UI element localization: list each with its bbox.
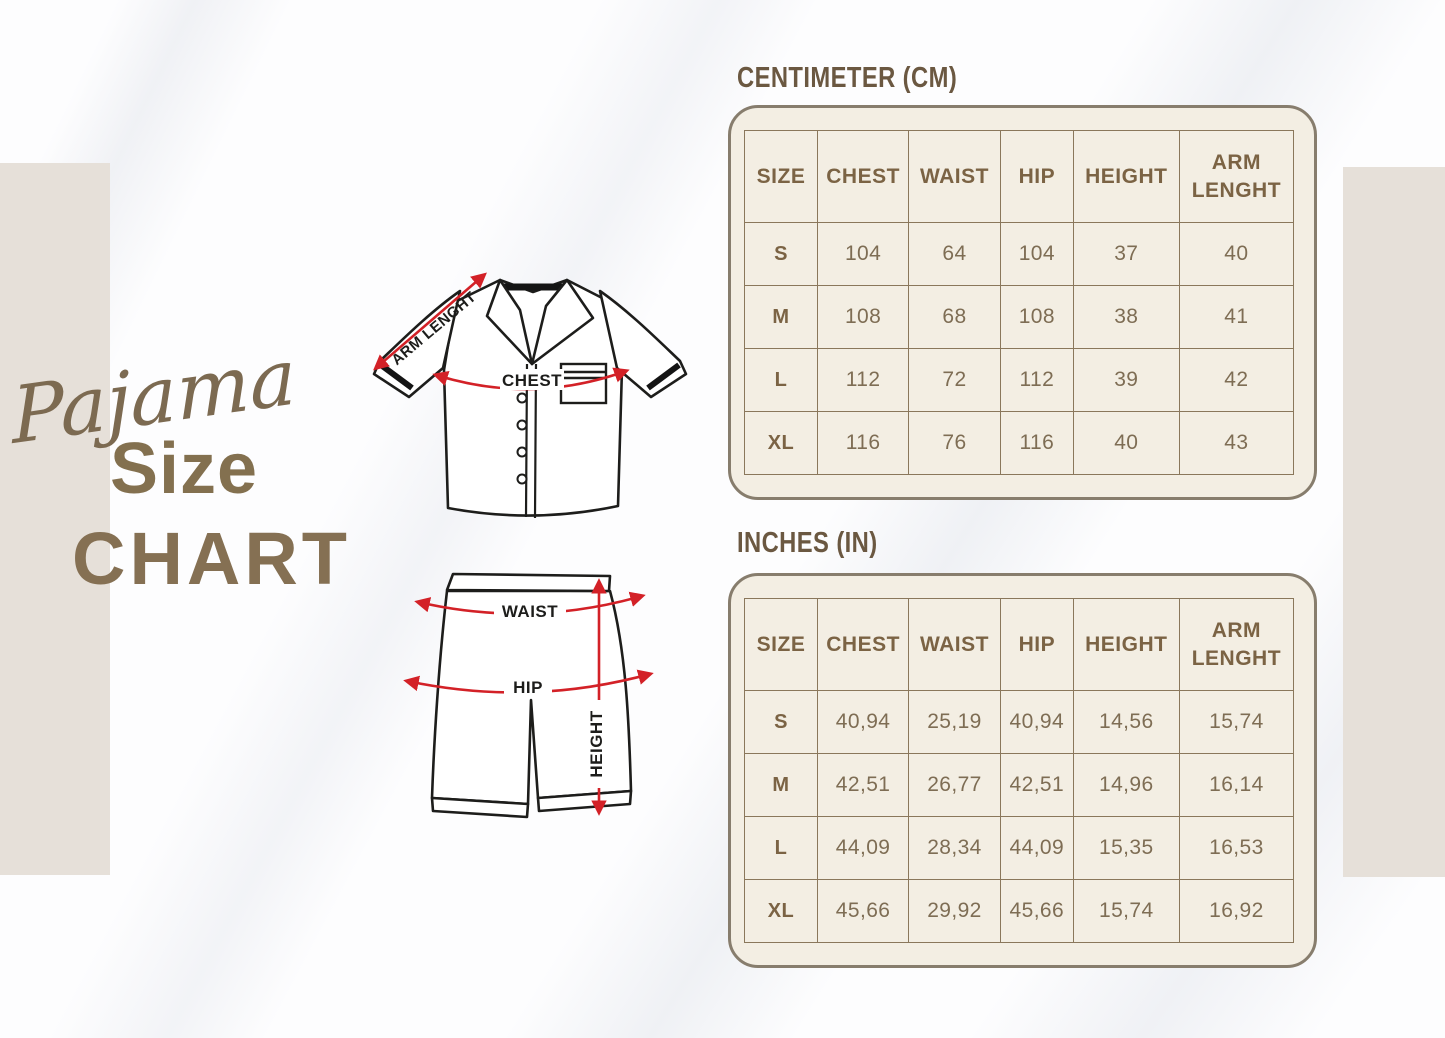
value-cell: 68 <box>908 285 1001 349</box>
value-cell: 104 <box>999 222 1074 286</box>
value-cell: 16,92 <box>1178 879 1295 943</box>
value-cell: 16,53 <box>1178 816 1295 880</box>
value-cell: 14,96 <box>1072 753 1180 817</box>
value-cell: 29,92 <box>908 879 1001 943</box>
value-cell: 76 <box>908 411 1001 475</box>
collar-lapels <box>485 278 595 366</box>
size-label-cell: M <box>743 753 819 817</box>
value-cell: 42,51 <box>817 753 910 817</box>
value-cell: 112 <box>817 348 910 412</box>
size-label-cell: S <box>743 690 819 754</box>
value-cell: 25,19 <box>908 690 1001 754</box>
value-cell: 37 <box>1072 222 1180 286</box>
value-cell: 42 <box>1178 348 1295 412</box>
value-cell: 39 <box>1072 348 1180 412</box>
col-header-waist: WAIST <box>908 598 1001 691</box>
waist-label: WAIST <box>502 602 558 621</box>
value-cell: 72 <box>908 348 1001 412</box>
col-header-size: SIZE <box>743 130 819 223</box>
value-cell: 108 <box>817 285 910 349</box>
cm-size-table-card: SIZE CHEST WAIST HIP HEIGHT ARM LENGHT S… <box>728 105 1317 500</box>
cm-size-table: SIZE CHEST WAIST HIP HEIGHT ARM LENGHT S… <box>743 130 1295 475</box>
col-header-arm-length: ARM LENGHT <box>1178 130 1295 223</box>
size-label-cell: XL <box>743 879 819 943</box>
in-row-m: M 42,51 26,77 42,51 14,96 16,14 <box>743 753 1295 817</box>
cm-row-s: S 104 64 104 37 40 <box>743 222 1295 286</box>
value-cell: 26,77 <box>908 753 1001 817</box>
col-header-arm-length: ARM LENGHT <box>1178 598 1295 691</box>
value-cell: 14,56 <box>1072 690 1180 754</box>
value-cell: 40,94 <box>817 690 910 754</box>
size-label-cell: L <box>743 348 819 412</box>
in-row-l: L 44,09 28,34 44,09 15,35 16,53 <box>743 816 1295 880</box>
title-size: Size <box>110 429 259 509</box>
size-label-cell: XL <box>743 411 819 475</box>
value-cell: 108 <box>999 285 1074 349</box>
size-label-cell: S <box>743 222 819 286</box>
col-header-chest: CHEST <box>817 130 910 223</box>
value-cell: 28,34 <box>908 816 1001 880</box>
value-cell: 45,66 <box>817 879 910 943</box>
waistband <box>445 572 612 593</box>
value-cell: 112 <box>999 348 1074 412</box>
value-cell: 43 <box>1178 411 1295 475</box>
value-cell: 44,09 <box>999 816 1074 880</box>
value-cell: 116 <box>817 411 910 475</box>
col-header-hip: HIP <box>999 598 1074 691</box>
col-header-waist: WAIST <box>908 130 1001 223</box>
value-cell: 116 <box>999 411 1074 475</box>
col-header-chest: CHEST <box>817 598 910 691</box>
size-label-cell: M <box>743 285 819 349</box>
cm-header-row: SIZE CHEST WAIST HIP HEIGHT ARM LENGHT <box>743 130 1295 223</box>
chest-label-backing <box>500 369 564 390</box>
cm-row-l: L 112 72 112 39 42 <box>743 348 1295 412</box>
value-cell: 40,94 <box>999 690 1074 754</box>
value-cell: 15,35 <box>1072 816 1180 880</box>
cm-row-m: M 108 68 108 38 41 <box>743 285 1295 349</box>
arm-length-arrow <box>373 272 487 371</box>
shirt-outline <box>372 278 688 517</box>
in-row-xl: XL 45,66 29,92 45,66 15,74 16,92 <box>743 879 1295 943</box>
title-chart: CHART <box>72 517 351 600</box>
waist-label-backing <box>494 600 566 622</box>
col-header-hip: HIP <box>999 130 1074 223</box>
in-row-s: S 40,94 25,19 40,94 14,56 15,74 <box>743 690 1295 754</box>
right-cuff-stripe <box>646 362 681 391</box>
value-cell: 44,09 <box>817 816 910 880</box>
value-cell: 40 <box>1072 411 1180 475</box>
hip-label: HIP <box>513 678 543 697</box>
height-label: HEIGHT <box>587 710 606 777</box>
value-cell: 45,66 <box>999 879 1074 943</box>
height-label-backing <box>585 700 608 788</box>
col-header-height: HEIGHT <box>1072 598 1180 691</box>
shorts-diagram: WAIST HIP HEIGHT <box>403 572 654 819</box>
cm-row-xl: XL 116 76 116 40 43 <box>743 411 1295 475</box>
value-cell: 64 <box>908 222 1001 286</box>
cm-section-title: CENTIMETER (CM) <box>737 62 958 94</box>
shirt-diagram: ARM LENGHT CHEST <box>372 272 688 519</box>
chest-label: CHEST <box>502 371 562 390</box>
col-header-size: SIZE <box>743 598 819 691</box>
in-size-table-card: SIZE CHEST WAIST HIP HEIGHT ARM LENGHT S… <box>728 573 1317 968</box>
value-cell: 104 <box>817 222 910 286</box>
hip-label-backing <box>504 676 552 698</box>
value-cell: 40 <box>1178 222 1295 286</box>
value-cell: 38 <box>1072 285 1180 349</box>
in-header-row: SIZE CHEST WAIST HIP HEIGHT ARM LENGHT <box>743 598 1295 691</box>
value-cell: 41 <box>1178 285 1295 349</box>
buttons <box>516 392 528 485</box>
col-header-height: HEIGHT <box>1072 130 1180 223</box>
right-accent-panel <box>1343 167 1445 877</box>
value-cell: 15,74 <box>1178 690 1295 754</box>
value-cell: 15,74 <box>1072 879 1180 943</box>
in-section-title: INCHES (IN) <box>737 527 878 559</box>
left-leg-cuff <box>430 796 530 819</box>
value-cell: 16,14 <box>1178 753 1295 817</box>
size-label-cell: L <box>743 816 819 880</box>
left-accent-panel <box>0 163 110 875</box>
in-size-table: SIZE CHEST WAIST HIP HEIGHT ARM LENGHT S… <box>743 598 1295 943</box>
value-cell: 42,51 <box>999 753 1074 817</box>
